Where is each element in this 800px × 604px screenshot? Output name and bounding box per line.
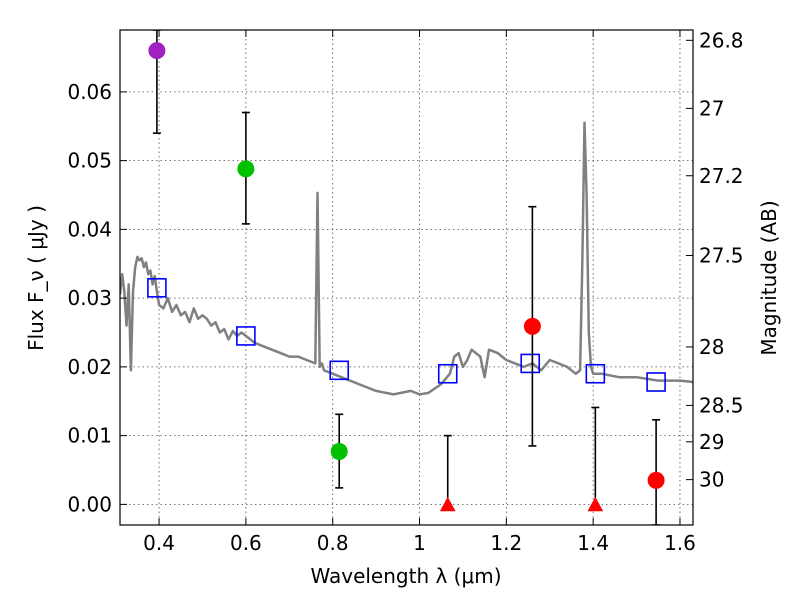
model-photometry-square [646,372,666,392]
x-tick-label: 0.8 [317,531,349,555]
x-tick-label: 1.4 [577,531,609,555]
upper-limit-triangle [587,496,604,512]
x-tick-label: 1.2 [490,531,522,555]
x-axis-title: Wavelength λ (μm) [310,564,501,588]
observed-flux-point [523,317,541,335]
right-tick-label: 27.5 [699,244,744,268]
model-photometry-square [329,360,350,381]
right-tick-label: 28.5 [699,393,744,417]
plot-area [120,30,693,525]
y-tick-label: 0.05 [67,149,112,173]
model-photometry-square [520,353,541,374]
y-tick-label: 0.02 [67,355,112,379]
observed-flux-point [237,160,255,178]
x-tick-label: 1 [413,531,426,555]
spectrum-line [120,121,693,396]
model-photometry-square [236,326,256,346]
upper-limit-triangle [439,496,456,512]
model-photometry-square [147,278,167,298]
model-photometry-square [437,363,458,384]
right-tick-label: 26.8 [699,28,744,52]
y-tick-label: 0.01 [67,424,112,448]
y-tick-label: 0.06 [67,80,112,104]
plot-frame [119,29,694,526]
grid [120,30,693,525]
x-tick-label: 1.6 [664,531,696,555]
right-tick-label: 28 [699,335,724,359]
model-photometry-square [585,363,606,384]
right-tick-label: 29 [699,430,724,454]
right-tick-label: 30 [699,468,724,492]
right-tick-label: 27 [699,96,724,120]
x-tick-label: 0.6 [230,531,262,555]
right-tick-label: 27.2 [699,164,744,188]
tick-labels: 0.4 0.6 0.8 1 1.2 1.4 1.6 0.00 0.01 0.02 0.03 0.04 0… [67,28,743,555]
axis-ticks [120,30,693,525]
observed-flux-point [647,471,665,489]
y-tick-label: 0.03 [67,286,112,310]
observed-flux-point [330,442,348,460]
y-tick-label: 0.00 [67,492,112,516]
x-tick-label: 0.4 [143,531,175,555]
y-tick-label: 0.04 [67,217,112,241]
y-axis-title: Flux F_ν ( μJy ) [24,205,48,351]
right-axis-title: Magnitude (AB) [757,200,781,355]
observed-flux-point [148,42,166,60]
